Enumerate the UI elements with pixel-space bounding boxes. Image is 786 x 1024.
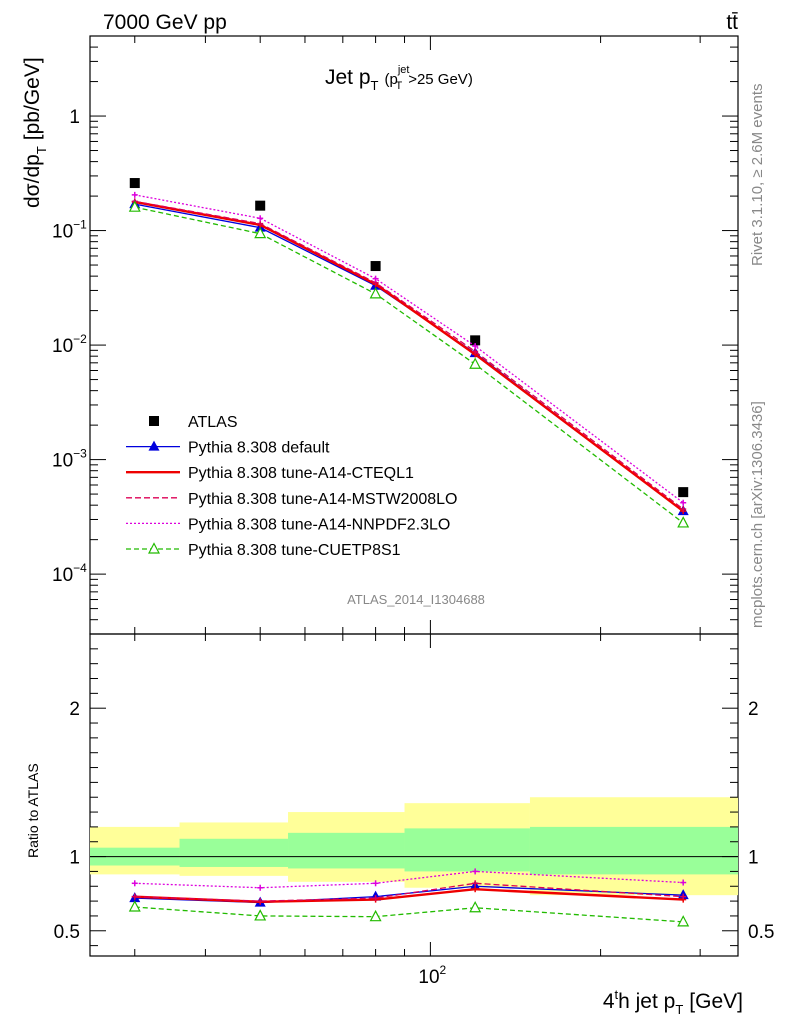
legend-entry-1: Pythia 8.308 default	[188, 440, 330, 457]
y-tick-label: 10−1	[52, 218, 87, 243]
analysis-id: ATLAS_2014_I1304688	[347, 592, 485, 607]
legend-marker-1	[148, 440, 160, 451]
main-axis-ticks: 1 10−1 10−2 10−3 10−4	[52, 35, 738, 635]
legend-entry-5: Pythia 8.308 tune-CUETP8S1	[188, 542, 401, 559]
green-band-3	[404, 828, 530, 872]
legend-entry-4: Pythia 8.308 tune-A14-NNPDF2.3LO	[188, 516, 450, 533]
y-tick-label: 1	[69, 107, 80, 128]
plot-title: Jet pT (pjet T >25 GeV)	[325, 64, 473, 93]
main-point-5-3	[469, 357, 482, 369]
main-point-0-2	[370, 261, 381, 272]
main-point-0-3	[470, 335, 481, 346]
legend-marker-0	[149, 416, 159, 426]
legend-entry-3: Pythia 8.308 tune-A14-MSTW2008LO	[188, 491, 457, 508]
green-band-4	[529, 826, 738, 875]
main-point-5-1	[254, 226, 267, 239]
main-point-5-0	[128, 200, 141, 212]
main-series	[128, 178, 690, 528]
ratio-axis-ticks: 102 0.5 0.5 1 1 2 2	[54, 634, 774, 988]
ratio-uncertainty-bands	[90, 797, 738, 896]
ratio-point-4-2	[369, 909, 382, 922]
ratio-series	[128, 868, 690, 927]
x-tick-label: 102	[418, 963, 446, 988]
x-axis-label: 4th jet pT [GeV]	[603, 987, 743, 1017]
energy-label: 7000 GeV pp	[103, 11, 227, 34]
ratio-point-4-0	[128, 900, 141, 912]
ratio-point-4-1	[254, 909, 267, 921]
main-point-0-0	[129, 178, 140, 189]
main-point-5-2	[369, 287, 382, 299]
ratio-y-tick-label-right: 0.5	[748, 922, 774, 943]
process-label: tt̄	[726, 11, 738, 34]
y-tick-label: 10−3	[52, 447, 87, 472]
ratio-y-tick-label: 2	[69, 699, 80, 720]
main-series-line-3	[134, 200, 684, 510]
mcplots-label: mcplots.cern.ch [arXiv:1306.3436]	[749, 401, 766, 628]
ratio-series-line-2	[134, 882, 684, 902]
rivet-label: Rivet 3.1.10, ≥ 2.6M events	[749, 84, 766, 267]
main-point-0-1	[255, 200, 266, 211]
legend-entry-2: Pythia 8.308 tune-A14-CTEQL1	[188, 465, 414, 482]
ratio-y-tick-label: 0.5	[54, 922, 80, 943]
y-tick-label: 10−2	[52, 332, 87, 357]
main-point-5-4	[677, 516, 690, 528]
legend-marker-5	[148, 542, 160, 554]
ratio-point-4-4	[677, 915, 690, 927]
ratio-point-4-3	[469, 900, 482, 913]
green-band-2	[288, 832, 405, 869]
legend-entry-0: ATLAS	[188, 414, 238, 431]
ratio-plot-frame	[89, 633, 739, 957]
ratio-y-axis-label: Ratio to ATLAS	[25, 763, 41, 858]
legend: ATLAS Pythia 8.308 default Pythia 8.308 tu…	[126, 414, 457, 559]
y-tick-label: 10−4	[52, 561, 87, 586]
ratio-y-tick-label-right: 2	[748, 699, 759, 720]
ratio-series-line-4	[134, 906, 684, 923]
ratio-y-tick-label: 1	[69, 848, 80, 869]
main-y-axis-label: dσ/dpT[pb/GeV]	[21, 57, 49, 208]
ratio-y-tick-label-right: 1	[748, 848, 759, 869]
green-band-1	[179, 838, 289, 867]
main-point-0-4	[678, 487, 689, 498]
